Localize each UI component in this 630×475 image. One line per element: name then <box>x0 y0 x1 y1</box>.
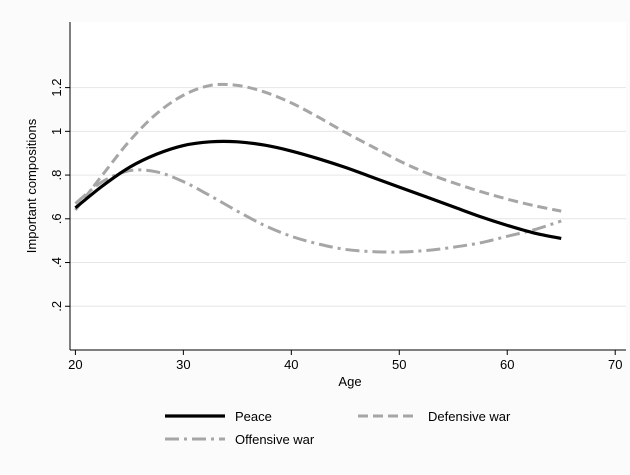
y-tick-label: .8 <box>49 170 64 181</box>
axes <box>69 22 626 351</box>
x-axis-title: Age <box>338 374 361 389</box>
series-line-peace <box>74 139 562 241</box>
x-tick-label: 70 <box>608 357 622 372</box>
y-tick-label: .6 <box>49 213 64 224</box>
series-line-offensive-war <box>74 168 562 254</box>
legend-label-peace: Peace <box>235 409 272 424</box>
grid-lines <box>70 87 626 307</box>
plot-area <box>70 22 626 350</box>
series-lines <box>74 82 562 254</box>
x-tick-label: 20 <box>68 357 82 372</box>
y-tick-label: .2 <box>49 301 64 312</box>
y-tick-label: .4 <box>49 257 64 268</box>
series-line-defensive-war <box>74 82 562 213</box>
x-tick-label: 60 <box>500 357 514 372</box>
x-tick-label: 50 <box>392 357 406 372</box>
legend-label-defensive-war: Defensive war <box>428 409 511 424</box>
x-tick-label: 40 <box>284 357 298 372</box>
legend: Peace Defensive war Offensive war <box>165 409 511 447</box>
y-tick-label: 1.2 <box>49 79 64 97</box>
x-tick-label: 30 <box>176 357 190 372</box>
ticks: .2 .4 .6 .8 1 1.2 20 30 40 50 60 70 <box>49 79 622 372</box>
y-tick-label: 1 <box>49 128 64 135</box>
legend-label-offensive-war: Offensive war <box>235 432 315 447</box>
y-axis-title: Important compositions <box>24 118 39 253</box>
